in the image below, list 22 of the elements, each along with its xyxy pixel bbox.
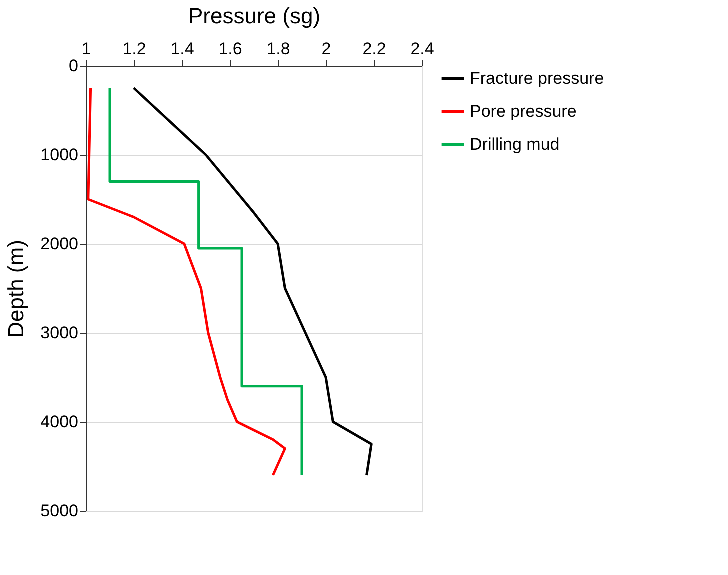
y-tick-label: 0 [69, 56, 78, 76]
legend-label: Fracture pressure [470, 69, 604, 88]
x-tick-label: 1.8 [266, 40, 290, 58]
y-tick-label: 2000 [40, 234, 78, 254]
x-tick-label: 1.4 [170, 40, 194, 58]
y-tick-label: 5000 [40, 502, 78, 520]
x-axis-title: Pressure (sg) [188, 4, 321, 28]
x-tick-label: 2.2 [362, 40, 386, 58]
y-tick-label: 1000 [40, 146, 78, 164]
x-tick-label: 1.6 [218, 40, 242, 58]
x-tick-label: 1.2 [122, 40, 146, 58]
y-axis-title: Depth (m) [4, 240, 29, 338]
legend-label: Pore pressure [470, 102, 577, 121]
line-series [87, 87, 286, 477]
x-tick-label: 2.4 [410, 40, 434, 58]
line-series [132, 87, 373, 477]
y-tick-label: 3000 [40, 324, 78, 342]
x-tick-label: 2 [322, 40, 332, 58]
x-tick-label: 1 [82, 40, 92, 58]
legend-label: Drilling mud [470, 135, 560, 154]
line-series [108, 87, 304, 477]
y-tick-label: 4000 [40, 412, 78, 432]
